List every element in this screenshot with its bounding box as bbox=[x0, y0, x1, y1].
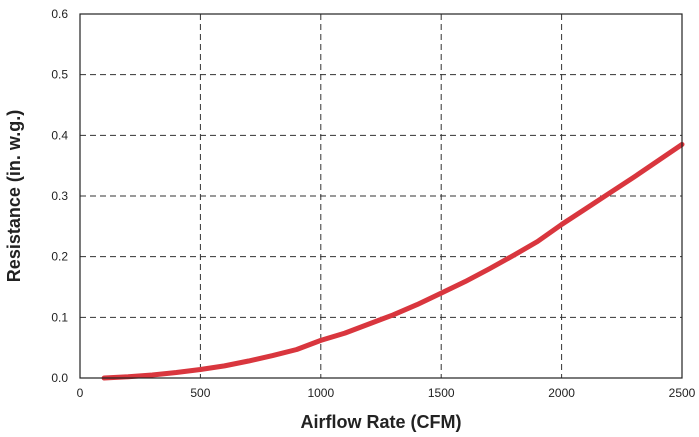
x-tick-label: 1000 bbox=[307, 386, 334, 400]
x-tick-label: 1500 bbox=[428, 386, 455, 400]
y-tick-label: 0.6 bbox=[51, 7, 68, 21]
x-tick-label: 0 bbox=[77, 386, 84, 400]
x-tick-label: 2500 bbox=[669, 386, 696, 400]
plot-frame bbox=[79, 13, 683, 379]
y-tick-label: 0.0 bbox=[51, 371, 68, 385]
tick-label-layer: 0 500 1000 1500 2000 2500 0.0 0.1 0.2 0.3 0.4 0.5 0.… bbox=[51, 7, 695, 400]
y-tick-label: 0.3 bbox=[51, 189, 68, 203]
series-layer bbox=[101, 141, 685, 381]
y-tick-label: 0.1 bbox=[51, 310, 68, 324]
series-line bbox=[101, 141, 685, 381]
grid-layer bbox=[80, 14, 682, 378]
x-axis-title: Airflow Rate (CFM) bbox=[301, 412, 462, 432]
y-tick-label: 0.4 bbox=[51, 128, 68, 142]
x-tick-label: 500 bbox=[190, 386, 210, 400]
y-tick-label: 0.5 bbox=[51, 68, 68, 82]
x-tick-label: 2000 bbox=[548, 386, 575, 400]
y-axis-title: Resistance (in. w.g.) bbox=[4, 110, 24, 282]
y-tick-label: 0.2 bbox=[51, 250, 68, 264]
